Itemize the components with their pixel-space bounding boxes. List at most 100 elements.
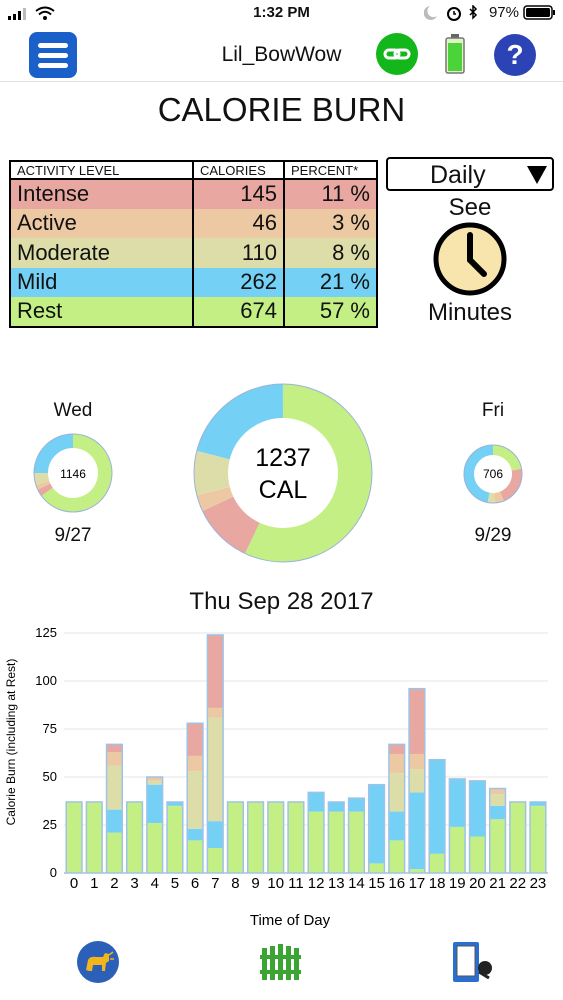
bar-hour-16: [388, 743, 406, 874]
x-tick-label: 21: [489, 875, 506, 892]
bar-segment-rest: [449, 826, 466, 873]
donut-slice-intense: [202, 495, 261, 554]
cell-percent: 8 %: [283, 238, 378, 268]
clock-icon[interactable]: [432, 221, 508, 297]
bar-segment-mild: [530, 801, 546, 806]
bar-hour-18: [428, 758, 446, 874]
donut-slice-mild: [196, 384, 284, 461]
bar-segment-mild: [368, 784, 385, 864]
bar-segment-moderate: [409, 769, 425, 793]
bar-hour-1: [85, 801, 103, 874]
bar-hour-15: [367, 783, 386, 874]
table-row: Active 46 3 %: [9, 208, 378, 238]
period-value: Daily: [430, 161, 486, 189]
bar-segment-rest: [167, 805, 183, 873]
prev-day-date: 9/27: [54, 525, 92, 546]
next-day-donut[interactable]: 706: [463, 444, 523, 504]
bar-hour-22: [509, 801, 527, 874]
x-tick-label: 1: [90, 875, 98, 892]
prev-day-donut[interactable]: 1146: [33, 433, 113, 513]
donut-outline: [33, 433, 113, 513]
bar-segment-mild: [187, 828, 203, 841]
cell-percent: 57 %: [283, 297, 378, 328]
dog-door-tab-icon[interactable]: [449, 940, 493, 984]
bar-hour-12: [307, 791, 325, 874]
bar-hour-19: [448, 778, 466, 874]
x-tick-label: 14: [348, 875, 365, 892]
bar-segment-rest: [86, 801, 103, 873]
menu-button[interactable]: [29, 32, 77, 78]
caret-down-icon: [527, 166, 547, 184]
activity-table: ACTIVITY LEVEL CALORIES PERCENT* Intense…: [9, 160, 378, 328]
bar-segment-rest: [368, 863, 385, 873]
fence-tab-icon[interactable]: [259, 940, 303, 984]
table-header: ACTIVITY LEVEL CALORIES PERCENT*: [9, 160, 378, 180]
x-tick-label: 16: [388, 875, 405, 892]
y-tick-label: 100: [35, 673, 57, 688]
day-total-value: 1237: [255, 444, 311, 472]
bar-segment-mild: [348, 798, 365, 812]
col-percent: PERCENT*: [283, 160, 378, 180]
bar-segment-rest: [106, 832, 123, 873]
bar-segment-mild: [469, 780, 486, 837]
donut-slice-rest: [245, 384, 372, 562]
x-tick-label: 9: [251, 875, 259, 892]
donut-outline: [193, 383, 373, 563]
bar-segment-rest: [530, 805, 546, 873]
bar-hour-0: [65, 801, 83, 874]
page-title: CALORIE BURN: [157, 91, 406, 128]
nav-bar: Lil_BowWow ?: [0, 26, 563, 82]
next-day-label: Fri: [481, 400, 505, 421]
link-button[interactable]: [376, 33, 418, 75]
moon-icon: [424, 6, 437, 20]
menu-icon: [38, 43, 68, 48]
bar-segment-active: [106, 752, 123, 766]
x-tick-label: 2: [110, 875, 118, 892]
bar-segment-intense: [187, 723, 203, 756]
bar-hour-6: [186, 722, 204, 874]
bar-segment-mild: [207, 821, 224, 849]
bar-segment-intense: [409, 688, 425, 754]
donut-slice-intense: [499, 468, 522, 501]
cell-calories: 46: [192, 208, 285, 238]
donut-slice-active: [196, 486, 234, 511]
cell-level: Intense: [9, 179, 194, 209]
donut-slice-moderate: [34, 472, 50, 486]
bar-segment-rest: [187, 840, 203, 873]
donut-slice-mild: [34, 434, 74, 474]
bar-hour-17: [408, 687, 426, 874]
cell-calories: 110: [192, 238, 285, 268]
y-tick-label: 25: [43, 817, 57, 832]
bar-segment-rest: [66, 801, 82, 873]
x-tick-label: 10: [267, 875, 284, 892]
y-tick-label: 125: [35, 625, 57, 640]
y-tick-label: 75: [43, 721, 57, 736]
bar-segment-rest: [409, 869, 425, 873]
dog-tab-icon[interactable]: [76, 940, 120, 984]
y-tick-label: 50: [43, 769, 57, 784]
bar-segment-rest: [308, 811, 324, 873]
cell-calories: 262: [192, 267, 285, 297]
x-tick-label: 7: [211, 875, 219, 892]
bar-hour-20: [468, 780, 487, 874]
bar-segment-mild: [489, 805, 506, 820]
period-dropdown[interactable]: Daily: [386, 157, 554, 191]
cell-level: Active: [9, 208, 194, 238]
bar-segment-mild: [429, 759, 445, 854]
bar-segment-rest: [489, 819, 506, 873]
bar-segment-rest: [126, 801, 143, 873]
x-tick-label: 15: [368, 875, 385, 892]
bar-segment-active: [388, 753, 405, 774]
bar-hour-5: [166, 801, 184, 874]
cell-calories: 674: [192, 297, 285, 328]
minutes-toggle[interactable]: Minutes: [427, 299, 513, 326]
bar-segment-rest: [348, 811, 365, 873]
bar-segment-mild: [167, 801, 183, 806]
cell-level: Mild: [9, 267, 194, 297]
device-battery-icon[interactable]: [445, 34, 465, 74]
bar-hour-21: [488, 787, 507, 874]
help-button[interactable]: ?: [494, 34, 536, 76]
x-tick-label: 22: [509, 875, 526, 892]
donut-slice-active: [494, 491, 504, 503]
table-row: Intense 145 11 %: [9, 179, 378, 209]
